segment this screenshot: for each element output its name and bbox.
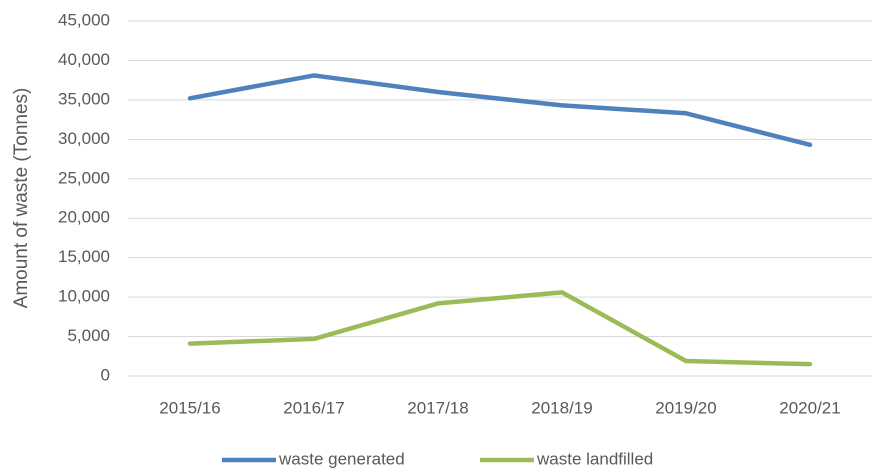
legend-label: waste generated (278, 449, 405, 468)
y-axis-label: Amount of waste (Tonnes) (11, 88, 32, 309)
x-tick-label: 2018/19 (531, 398, 592, 417)
data-line (187, 73, 813, 148)
x-tick-label: 2020/21 (779, 398, 840, 417)
y-tick-label: 40,000 (58, 50, 110, 69)
y-tick-label: 25,000 (58, 168, 110, 187)
y-tick-label: 15,000 (58, 247, 110, 266)
y-tick-label: 35,000 (58, 89, 110, 108)
x-tick-label: 2019/20 (655, 398, 716, 417)
data-line (187, 290, 813, 367)
x-tick-label: 2015/16 (159, 398, 220, 417)
legend-label: waste landfilled (536, 449, 653, 468)
y-tick-label: 10,000 (58, 287, 110, 306)
y-tick-label: 5,000 (67, 326, 110, 345)
y-tick-label: 45,000 (58, 10, 110, 29)
x-tick-label: 2017/18 (407, 398, 468, 417)
x-tick-label: 2016/17 (283, 398, 344, 417)
y-tick-label: 0 (101, 365, 110, 384)
y-tick-label: 20,000 (58, 208, 110, 227)
y-tick-label: 30,000 (58, 129, 110, 148)
